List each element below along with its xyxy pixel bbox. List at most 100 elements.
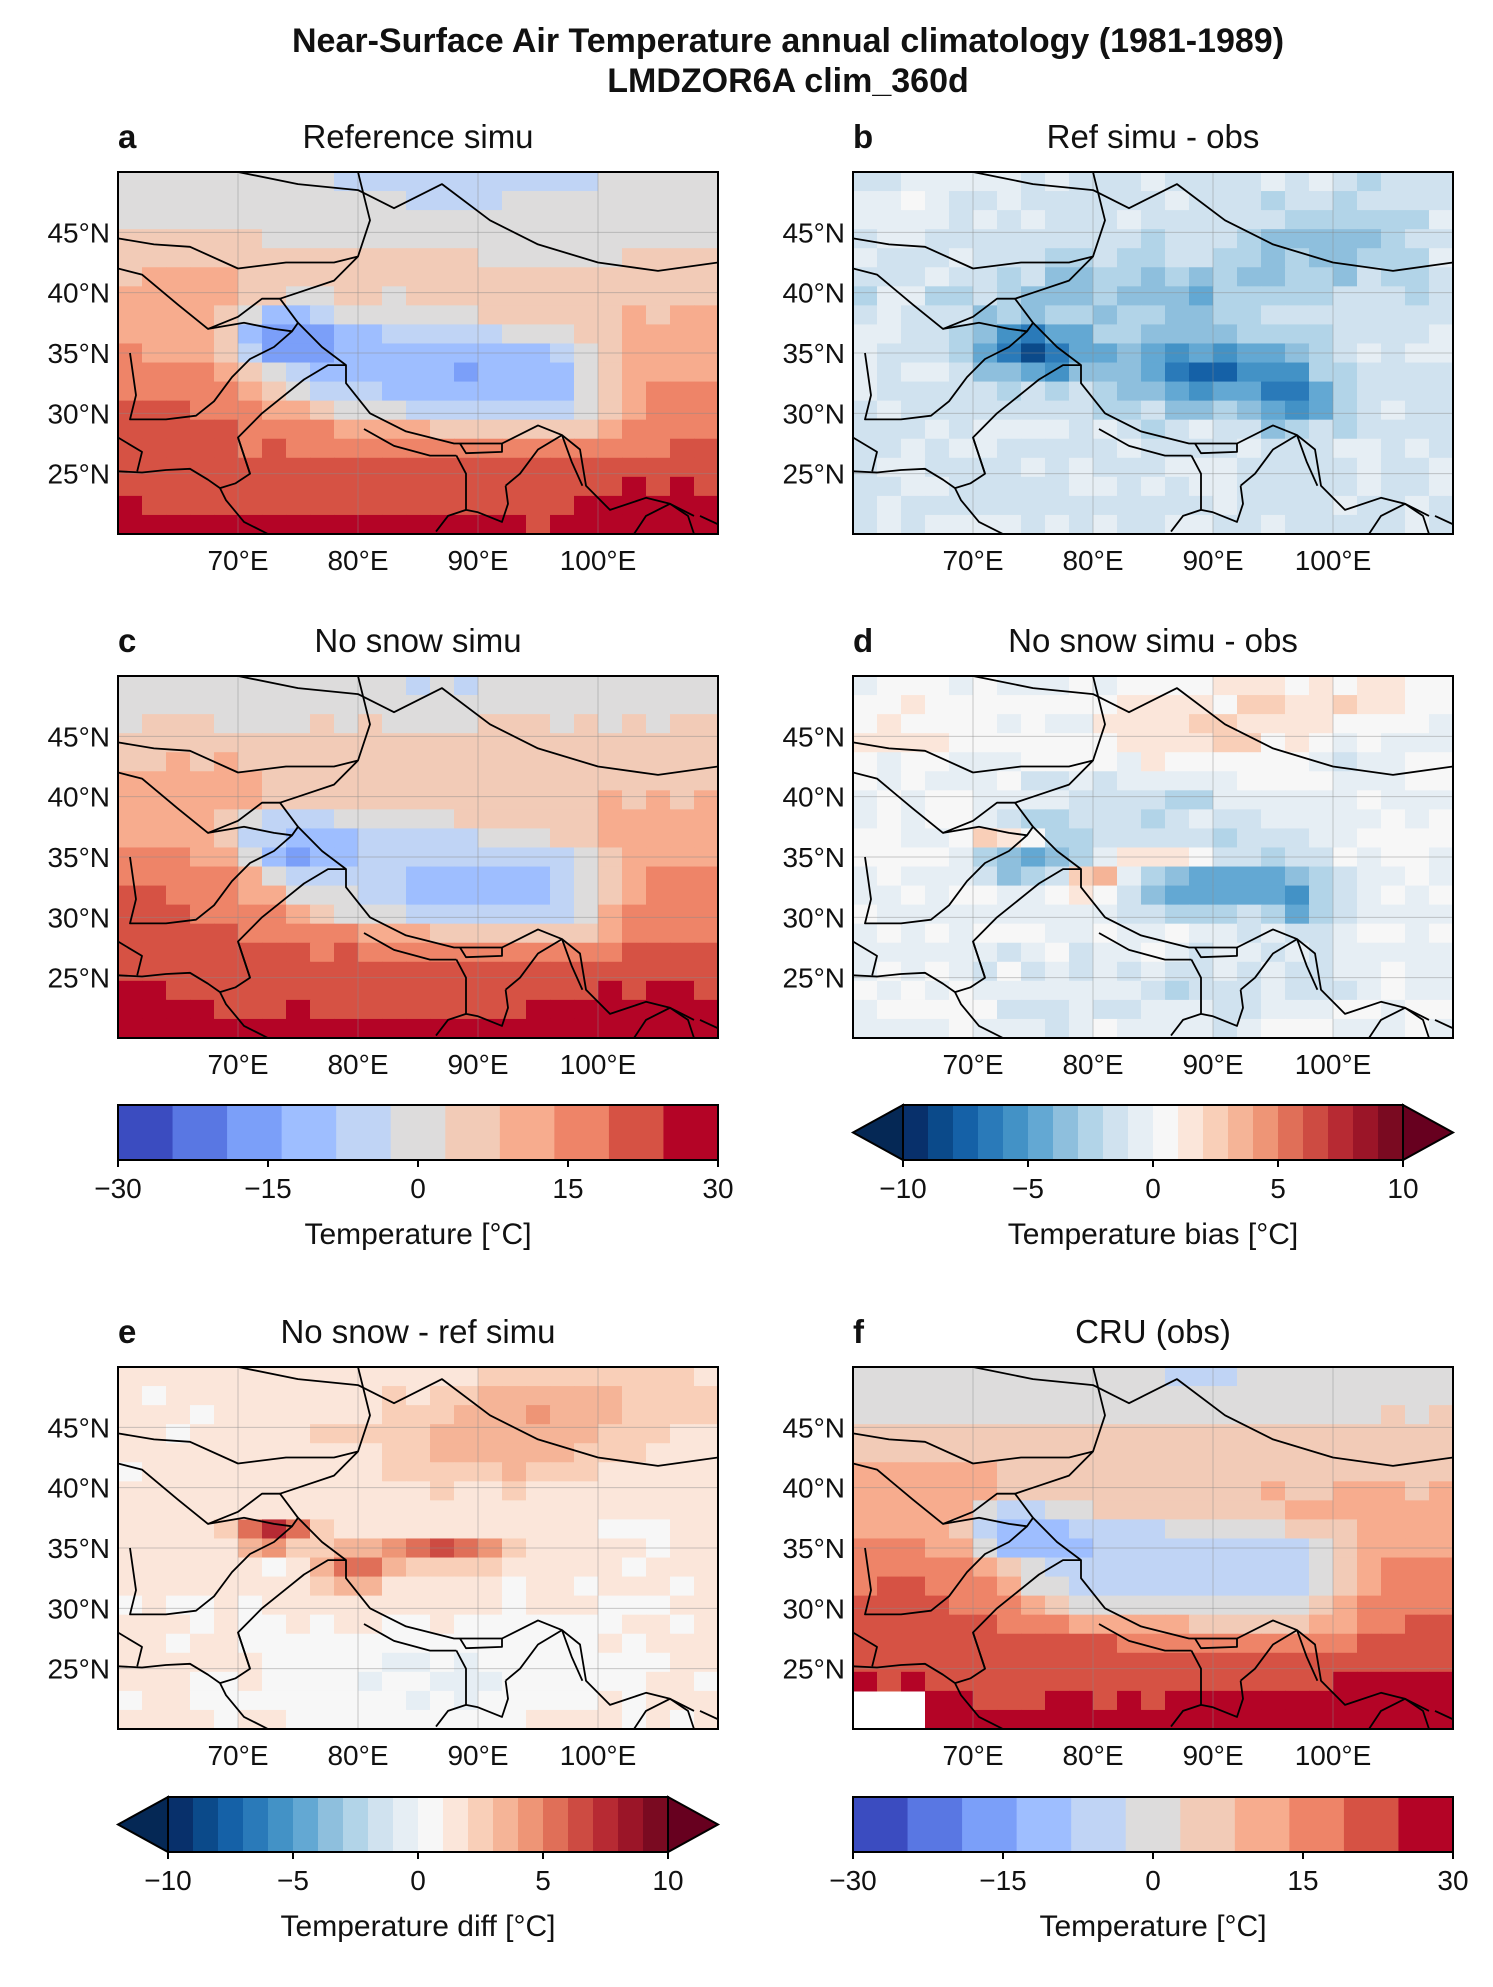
- heatmap-cell: [901, 866, 926, 887]
- heatmap-cell: [286, 676, 311, 696]
- heatmap-cell: [142, 1633, 167, 1654]
- heatmap-cell: [694, 1481, 718, 1501]
- heatmap-cell: [502, 1018, 527, 1038]
- heatmap-cell: [670, 191, 695, 211]
- heatmap-cell: [1357, 866, 1382, 887]
- heatmap-cell: [1213, 305, 1238, 326]
- heatmap-cell: [1045, 828, 1070, 849]
- heatmap-cell: [238, 1538, 263, 1559]
- heatmap-cell: [622, 771, 647, 791]
- heatmap-cell: [454, 923, 479, 944]
- heatmap-cell: [166, 866, 191, 887]
- heatmap-cell: [190, 714, 215, 734]
- heatmap-cell: [190, 1424, 215, 1444]
- heatmap-cell: [430, 229, 455, 249]
- heatmap-cell: [1381, 676, 1406, 696]
- heatmap-cell: [1285, 1671, 1310, 1692]
- heatmap-cell: [1189, 847, 1214, 868]
- heatmap-cell: [166, 495, 191, 516]
- heatmap-cell: [901, 495, 926, 516]
- heatmap-cell: [166, 1386, 191, 1406]
- heatmap-cell: [877, 961, 902, 982]
- heatmap-cell: [1381, 752, 1406, 772]
- heatmap-cell: [925, 1500, 950, 1521]
- heatmap-cell: [526, 1671, 551, 1692]
- heatmap-cell: [262, 419, 287, 440]
- heatmap-cell: [262, 400, 287, 421]
- heatmap-cell: [214, 248, 239, 268]
- heatmap-cell: [310, 1538, 335, 1559]
- heatmap-cell: [646, 1462, 671, 1482]
- heatmap-cell: [646, 695, 671, 715]
- heatmap-cell: [1285, 714, 1310, 734]
- colorbar-tick-label: 5: [535, 1865, 551, 1896]
- heatmap-cell: [622, 305, 647, 326]
- heatmap-cell: [574, 790, 599, 810]
- heatmap-cell: [142, 1671, 167, 1692]
- heatmap-cell: [550, 362, 575, 383]
- heatmap-cell: [622, 1690, 647, 1711]
- heatmap-cell: [646, 1595, 671, 1616]
- heatmap-cell: [334, 343, 359, 364]
- heatmap-cell: [478, 733, 503, 753]
- heatmap-cell: [502, 809, 527, 830]
- heatmap-cell: [1429, 790, 1453, 810]
- heatmap-cell: [358, 809, 383, 830]
- heatmap-cell: [1069, 714, 1094, 734]
- heatmap-cell: [1093, 828, 1118, 849]
- heatmap-cell: [1141, 923, 1166, 944]
- heatmap-cell: [334, 695, 359, 715]
- heatmap-cell: [574, 419, 599, 440]
- heatmap-cell: [1261, 1500, 1286, 1521]
- heatmap-cell: [1405, 1633, 1430, 1654]
- heatmap-cell: [877, 286, 902, 306]
- heatmap-cell: [1429, 343, 1453, 364]
- heatmap-cell: [1357, 172, 1382, 192]
- heatmap-cell: [1141, 790, 1166, 810]
- heatmap-cell: [1429, 1500, 1453, 1521]
- heatmap-cell: [358, 1462, 383, 1482]
- heatmap-cell: [853, 400, 878, 421]
- heatmap-cell: [358, 286, 383, 306]
- heatmap-cell: [1405, 961, 1430, 982]
- heatmap-cell: [949, 961, 974, 982]
- heatmap-cell: [1213, 695, 1238, 715]
- heatmap-cell: [646, 457, 671, 478]
- heatmap-cell: [406, 400, 431, 421]
- colorbar-swatch: [1153, 1105, 1179, 1160]
- heatmap-cell: [694, 1576, 718, 1597]
- heatmap-cell: [166, 476, 191, 497]
- panel-title: No snow simu: [314, 622, 521, 659]
- heatmap-cell: [358, 1690, 383, 1711]
- heatmap-cell: [1069, 847, 1094, 868]
- heatmap-cell: [1429, 1671, 1453, 1692]
- heatmap-cell: [1021, 438, 1046, 459]
- heatmap-cell: [1429, 733, 1453, 753]
- heatmap-cell: [1357, 695, 1382, 715]
- heatmap-cell: [1021, 476, 1046, 497]
- heatmap-cell: [166, 1500, 191, 1521]
- heatmap-cell: [1261, 1709, 1286, 1729]
- heatmap-cell: [670, 305, 695, 326]
- heatmap-cell: [262, 1367, 287, 1387]
- heatmap-cell: [310, 1652, 335, 1673]
- heatmap-cell: [973, 695, 998, 715]
- heatmap-cell: [670, 1538, 695, 1559]
- heatmap-cell: [1261, 1443, 1286, 1463]
- heatmap-cell: [1117, 457, 1142, 478]
- heatmap-cell: [454, 942, 479, 963]
- colorbar-tick-label: 30: [1437, 1865, 1468, 1896]
- heatmap-cell: [574, 961, 599, 982]
- heatmap-cell: [1261, 1690, 1286, 1711]
- heatmap-cell: [454, 771, 479, 791]
- heatmap-cell: [694, 828, 718, 849]
- y-tick-label: 35°N: [47, 842, 110, 873]
- heatmap-cell: [1333, 790, 1358, 810]
- heatmap-cell: [694, 847, 718, 868]
- heatmap-cell: [853, 514, 878, 534]
- heatmap-cell: [646, 1557, 671, 1578]
- y-tick-label: 40°N: [47, 782, 110, 813]
- heatmap-cell: [502, 676, 527, 696]
- border-line: [699, 515, 718, 526]
- border-line: [864, 330, 1028, 421]
